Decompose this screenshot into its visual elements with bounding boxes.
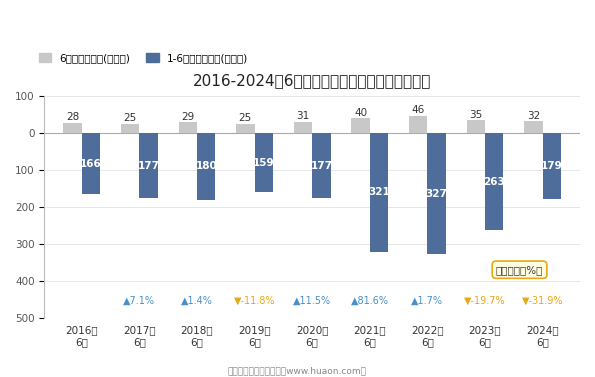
Text: ▼-31.9%: ▼-31.9% xyxy=(522,296,563,306)
Bar xyxy=(351,118,369,133)
Text: 177: 177 xyxy=(137,161,159,171)
Text: 31: 31 xyxy=(296,111,309,121)
Text: ▲1.7%: ▲1.7% xyxy=(411,296,443,306)
Bar xyxy=(409,116,427,133)
Text: 同比增速（%）: 同比增速（%） xyxy=(496,265,543,275)
Bar xyxy=(312,133,331,199)
Bar xyxy=(178,123,197,133)
Text: ▲7.1%: ▲7.1% xyxy=(123,296,155,306)
Bar xyxy=(82,133,100,195)
Bar xyxy=(524,121,543,133)
Bar xyxy=(485,133,503,230)
Bar xyxy=(139,133,158,199)
Bar xyxy=(294,122,312,133)
Text: 327: 327 xyxy=(425,188,447,199)
Text: 179: 179 xyxy=(541,161,563,171)
Text: 35: 35 xyxy=(469,110,483,120)
Text: 159: 159 xyxy=(253,158,275,167)
Text: 263: 263 xyxy=(483,177,505,187)
Text: 177: 177 xyxy=(311,161,333,171)
Text: 32: 32 xyxy=(527,110,540,121)
Legend: 6月进出口总额(亿美元), 1-6月进出口总额(亿美元): 6月进出口总额(亿美元), 1-6月进出口总额(亿美元) xyxy=(39,53,248,63)
Text: 29: 29 xyxy=(181,112,195,122)
Bar xyxy=(466,120,485,133)
Text: 166: 166 xyxy=(80,159,102,169)
Text: 25: 25 xyxy=(124,113,137,123)
Bar xyxy=(197,133,215,199)
Text: ▼-19.7%: ▼-19.7% xyxy=(464,296,506,306)
Bar xyxy=(121,124,139,133)
Bar xyxy=(369,133,388,251)
Bar xyxy=(236,124,255,133)
Bar xyxy=(255,133,273,192)
Text: 40: 40 xyxy=(354,108,367,118)
Text: 28: 28 xyxy=(66,112,79,122)
Title: 2016-2024年6月郑州新郑综合保税区进出口总额: 2016-2024年6月郑州新郑综合保税区进出口总额 xyxy=(193,73,431,88)
Text: 321: 321 xyxy=(368,187,390,198)
Text: ▲81.6%: ▲81.6% xyxy=(351,296,389,306)
Text: 25: 25 xyxy=(239,113,252,123)
Text: 180: 180 xyxy=(195,161,217,172)
Bar xyxy=(427,133,446,254)
Text: 46: 46 xyxy=(412,106,425,115)
Text: ▲11.5%: ▲11.5% xyxy=(293,296,331,306)
Bar xyxy=(63,123,82,133)
Text: ▲1.4%: ▲1.4% xyxy=(181,296,213,306)
Text: 制图：华经产业研究院（www.huaon.com）: 制图：华经产业研究院（www.huaon.com） xyxy=(228,366,367,375)
Bar xyxy=(543,133,561,199)
Text: ▼-11.8%: ▼-11.8% xyxy=(234,296,275,306)
